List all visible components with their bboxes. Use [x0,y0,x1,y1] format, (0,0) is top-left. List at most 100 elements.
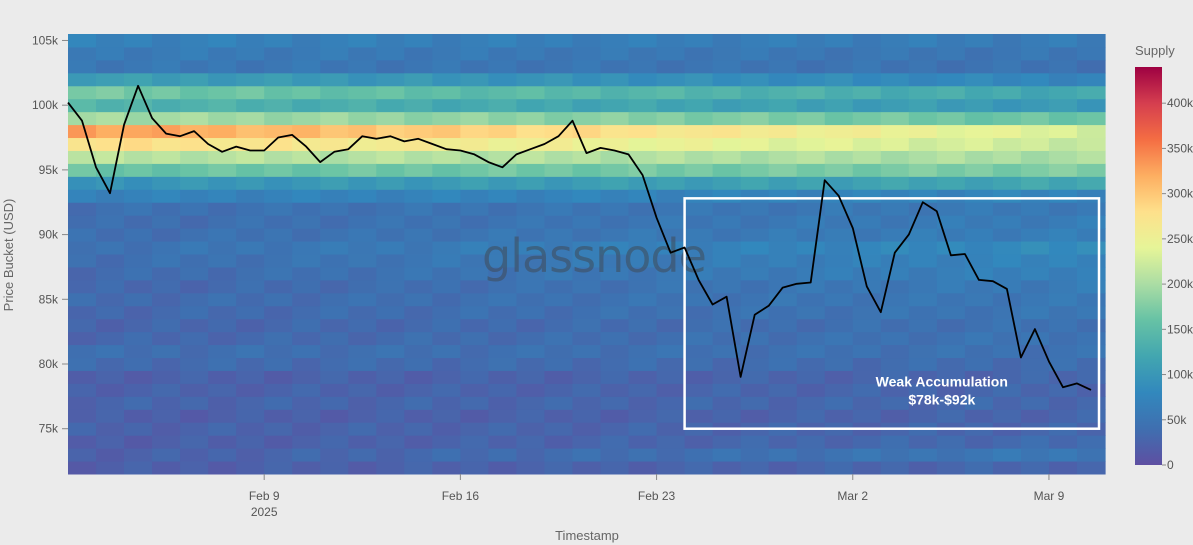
heatmap-cell [208,189,237,203]
heatmap-cell [376,72,405,87]
heatmap-cell [1076,150,1106,164]
heatmap-cell [964,279,994,294]
heatmap-cell [880,228,910,242]
heatmap-cell [544,318,574,333]
heatmap-cell [1048,215,1078,229]
heatmap-cell [124,435,153,449]
heatmap-cell [824,59,854,74]
heatmap-cell [712,202,742,216]
heatmap-cell [600,266,630,281]
heatmap-cell [236,215,265,229]
heatmap-cell [1076,176,1106,190]
heatmap-cell [96,163,125,177]
heatmap-cell [376,124,405,139]
heatmap-cell [992,292,1022,307]
heatmap-cell [68,331,97,346]
heatmap-cell [404,331,433,346]
heatmap-cell [768,163,798,177]
heatmap-cell [684,435,714,449]
heatmap-cell [1048,72,1078,87]
heatmap-cell [432,176,461,190]
heatmap-cell [1048,266,1078,281]
heatmap-cell [152,189,181,203]
heatmap-cell [264,85,293,100]
heatmap-cell [124,396,153,410]
heatmap-cell [320,59,349,74]
heatmap-cell [992,34,1022,48]
heatmap-cell [264,448,293,462]
heatmap-cell [880,254,910,268]
heatmap-cell [124,241,153,255]
heatmap-cell [852,46,882,61]
heatmap-cell [600,448,630,462]
heatmap-cell [460,357,490,371]
heatmap-cell [656,344,686,359]
heatmap-cell [544,163,574,177]
heatmap-cell [348,279,377,294]
heatmap-cell [656,241,686,255]
heatmap-cell [572,34,602,48]
heatmap-cell [656,331,686,346]
x-tick-label: Feb 9 [249,489,280,503]
heatmap-cell [348,59,377,74]
heatmap-cell [544,279,574,294]
heatmap-cell [180,331,209,346]
heatmap-cell [236,124,265,139]
heatmap-cell [292,409,321,423]
heatmap-cell [880,383,910,397]
heatmap-cell [600,305,630,320]
heatmap-cell [124,176,153,190]
heatmap-cell [68,124,97,139]
heatmap-cell [432,202,461,216]
heatmap-cell [936,202,966,216]
heatmap-cell [936,344,966,359]
heatmap-cell [96,331,125,346]
heatmap-cell [1020,202,1050,216]
heatmap-cell [852,59,882,74]
heatmap-cell [208,344,237,359]
heatmap-cell [600,396,630,410]
heatmap-cell [292,34,321,48]
heatmap-cell [796,85,826,100]
heatmap-cell [348,46,377,61]
watermark: glassnode [482,229,706,283]
heatmap-cell [908,163,938,177]
heatmap-cell [852,124,882,139]
heatmap-cell [320,461,349,475]
heatmap-cell [432,228,461,242]
heatmap-cell [236,344,265,359]
heatmap-cell [992,461,1022,475]
heatmap-cell [376,357,405,371]
heatmap-cell [852,461,882,475]
heatmap-cell [768,357,798,371]
annotation-box [683,197,1101,430]
heatmap-cell [628,176,658,190]
heatmap-cell [516,409,546,423]
heatmap-cell [404,189,433,203]
heatmap-cell [824,202,854,216]
heatmap-cell [68,59,97,74]
heatmap-cell [292,215,321,229]
heatmap-cell [544,189,574,203]
heatmap-cell [712,85,742,100]
heatmap-cell [600,292,630,307]
heatmap-cell [992,305,1022,320]
heatmap-cell [320,422,349,436]
heatmap-cell [404,292,433,307]
heatmap-cell [796,331,826,346]
heatmap-cell [404,383,433,397]
heatmap-cell [236,98,265,113]
colorbar-tick-label: 250k [1167,232,1193,246]
heatmap-cell [236,422,265,436]
heatmap-cell [404,34,433,48]
heatmap-cell [376,383,405,397]
heatmap-cell [488,59,518,74]
y-tick-label: 95k [39,163,59,177]
heatmap-cell [460,266,490,281]
heatmap-cell [68,150,97,164]
heatmap-cell [964,305,994,320]
heatmap-cell [656,59,686,74]
y-tick-label: 75k [39,422,59,436]
heatmap-cell [600,254,630,268]
heatmap-cell [572,59,602,74]
